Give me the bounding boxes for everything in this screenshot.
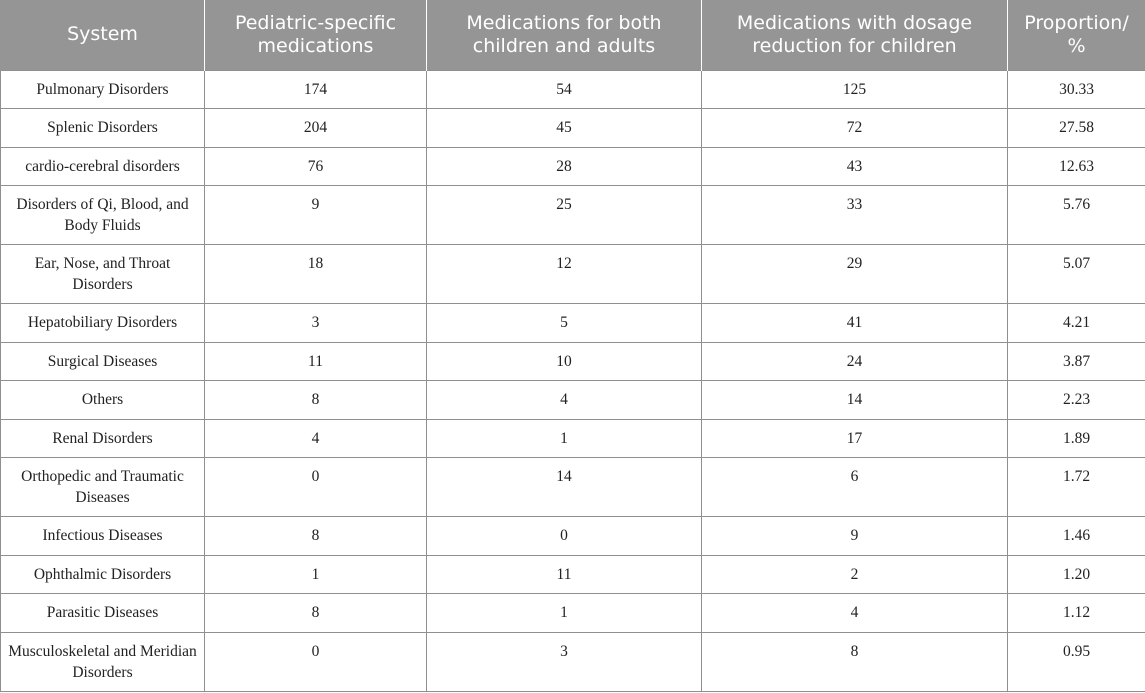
header-both-children-adults: Medications for both children and adults bbox=[426, 0, 702, 70]
table-row: Musculoskeletal and Meridian Disorders 0… bbox=[0, 631, 1145, 692]
cell-dosage-reduction: 72 bbox=[701, 108, 1008, 148]
cell-system: Ear, Nose, and Throat Disorders bbox=[0, 244, 205, 304]
cell-dosage-reduction: 8 bbox=[701, 631, 1008, 692]
header-dosage-reduction: Medications with dosage reduction for ch… bbox=[701, 0, 1008, 70]
cell-proportion: 27.58 bbox=[1007, 108, 1145, 148]
table-body: Pulmonary Disorders 174 54 125 30.33 Spl… bbox=[0, 69, 1145, 692]
cell-both: 4 bbox=[426, 380, 702, 420]
cell-dosage-reduction: 43 bbox=[701, 146, 1008, 186]
table-row: Splenic Disorders 204 45 72 27.58 bbox=[0, 108, 1145, 148]
cell-proportion: 1.12 bbox=[1007, 593, 1145, 633]
cell-system: Renal Disorders bbox=[0, 418, 205, 458]
cell-pediatric-specific: 11 bbox=[204, 341, 427, 381]
cell-pediatric-specific: 8 bbox=[204, 516, 427, 556]
cell-proportion: 1.89 bbox=[1007, 418, 1145, 458]
table-row: Disorders of Qi, Blood, and Body Fluids … bbox=[0, 185, 1145, 245]
table-header: System Pediatric-specific medications Me… bbox=[0, 0, 1145, 70]
cell-dosage-reduction: 9 bbox=[701, 516, 1008, 556]
cell-pediatric-specific: 174 bbox=[204, 69, 427, 109]
cell-proportion: 1.46 bbox=[1007, 516, 1145, 556]
cell-proportion: 1.20 bbox=[1007, 554, 1145, 594]
cell-both: 11 bbox=[426, 554, 702, 594]
header-system: System bbox=[0, 0, 205, 70]
header-pediatric-specific: Pediatric-specific medications bbox=[204, 0, 427, 70]
cell-dosage-reduction: 6 bbox=[701, 457, 1008, 517]
cell-pediatric-specific: 3 bbox=[204, 303, 427, 343]
cell-dosage-reduction: 33 bbox=[701, 185, 1008, 245]
cell-proportion: 2.23 bbox=[1007, 380, 1145, 420]
header-proportion: Proportion/ % bbox=[1007, 0, 1145, 70]
cell-system: Hepatobiliary Disorders bbox=[0, 303, 205, 343]
table-row: Others 8 4 14 2.23 bbox=[0, 380, 1145, 420]
cell-proportion: 0.95 bbox=[1007, 631, 1145, 692]
cell-system: Orthopedic and Traumatic Diseases bbox=[0, 457, 205, 517]
cell-system: Splenic Disorders bbox=[0, 108, 205, 148]
cell-proportion: 30.33 bbox=[1007, 69, 1145, 109]
cell-system: Others bbox=[0, 380, 205, 420]
cell-proportion: 12.63 bbox=[1007, 146, 1145, 186]
cell-both: 54 bbox=[426, 69, 702, 109]
cell-dosage-reduction: 41 bbox=[701, 303, 1008, 343]
cell-proportion: 5.07 bbox=[1007, 244, 1145, 304]
table-row: Parasitic Diseases 8 1 4 1.12 bbox=[0, 593, 1145, 633]
table-row: cardio-cerebral disorders 76 28 43 12.63 bbox=[0, 146, 1145, 186]
table-row: Renal Disorders 4 1 17 1.89 bbox=[0, 418, 1145, 458]
cell-pediatric-specific: 4 bbox=[204, 418, 427, 458]
cell-dosage-reduction: 14 bbox=[701, 380, 1008, 420]
cell-both: 28 bbox=[426, 146, 702, 186]
cell-pediatric-specific: 18 bbox=[204, 244, 427, 304]
cell-pediatric-specific: 8 bbox=[204, 593, 427, 633]
cell-system: Pulmonary Disorders bbox=[0, 69, 205, 109]
cell-dosage-reduction: 4 bbox=[701, 593, 1008, 633]
table-row: Ophthalmic Disorders 1 11 2 1.20 bbox=[0, 554, 1145, 594]
cell-dosage-reduction: 2 bbox=[701, 554, 1008, 594]
cell-pediatric-specific: 1 bbox=[204, 554, 427, 594]
cell-both: 1 bbox=[426, 418, 702, 458]
cell-both: 25 bbox=[426, 185, 702, 245]
cell-pediatric-specific: 8 bbox=[204, 380, 427, 420]
cell-proportion: 3.87 bbox=[1007, 341, 1145, 381]
cell-pediatric-specific: 0 bbox=[204, 631, 427, 692]
cell-system: Surgical Diseases bbox=[0, 341, 205, 381]
cell-system: Infectious Diseases bbox=[0, 516, 205, 556]
cell-pediatric-specific: 76 bbox=[204, 146, 427, 186]
cell-both: 1 bbox=[426, 593, 702, 633]
cell-both: 5 bbox=[426, 303, 702, 343]
cell-dosage-reduction: 24 bbox=[701, 341, 1008, 381]
header-row: System Pediatric-specific medications Me… bbox=[0, 0, 1145, 70]
table-row: Orthopedic and Traumatic Diseases 0 14 6… bbox=[0, 457, 1145, 517]
cell-pediatric-specific: 9 bbox=[204, 185, 427, 245]
cell-system: Parasitic Diseases bbox=[0, 593, 205, 633]
table-row: Infectious Diseases 8 0 9 1.46 bbox=[0, 516, 1145, 556]
cell-both: 45 bbox=[426, 108, 702, 148]
cell-both: 14 bbox=[426, 457, 702, 517]
table-row: Pulmonary Disorders 174 54 125 30.33 bbox=[0, 69, 1145, 109]
cell-pediatric-specific: 204 bbox=[204, 108, 427, 148]
cell-both: 0 bbox=[426, 516, 702, 556]
cell-dosage-reduction: 29 bbox=[701, 244, 1008, 304]
cell-proportion: 4.21 bbox=[1007, 303, 1145, 343]
cell-dosage-reduction: 125 bbox=[701, 69, 1008, 109]
cell-proportion: 1.72 bbox=[1007, 457, 1145, 517]
table-row: Surgical Diseases 11 10 24 3.87 bbox=[0, 341, 1145, 381]
cell-system: Ophthalmic Disorders bbox=[0, 554, 205, 594]
cell-system: Musculoskeletal and Meridian Disorders bbox=[0, 631, 205, 692]
cell-system: Disorders of Qi, Blood, and Body Fluids bbox=[0, 185, 205, 245]
cell-pediatric-specific: 0 bbox=[204, 457, 427, 517]
cell-both: 12 bbox=[426, 244, 702, 304]
cell-both: 3 bbox=[426, 631, 702, 692]
table-row: Ear, Nose, and Throat Disorders 18 12 29… bbox=[0, 244, 1145, 304]
cell-both: 10 bbox=[426, 341, 702, 381]
table-row: Hepatobiliary Disorders 3 5 41 4.21 bbox=[0, 303, 1145, 343]
cell-system: cardio-cerebral disorders bbox=[0, 146, 205, 186]
cell-dosage-reduction: 17 bbox=[701, 418, 1008, 458]
cell-proportion: 5.76 bbox=[1007, 185, 1145, 245]
